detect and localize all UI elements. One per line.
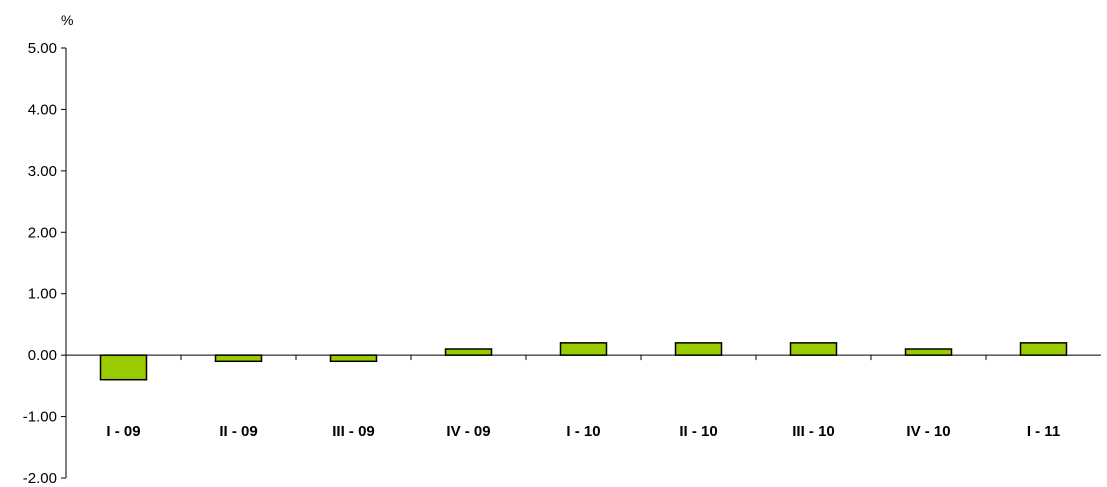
x-tick-label: I - 10	[566, 423, 600, 440]
category-labels: I - 09 II - 09 III - 09 IV - 09 I - 10 II - 1…	[106, 423, 1060, 440]
x-tick-label: III - 10	[792, 423, 835, 440]
y-tick-label: -1.00	[23, 409, 57, 426]
bar	[329, 354, 378, 363]
bar	[444, 348, 493, 356]
x-tick-label: II - 09	[219, 423, 257, 440]
bar	[559, 342, 608, 356]
y-tick-label: 0.00	[28, 347, 57, 364]
bars	[99, 342, 1068, 381]
x-tick-label: II - 10	[679, 423, 717, 440]
y-tick-label: 5.00	[28, 40, 57, 57]
y-tick-label: -2.00	[23, 470, 57, 487]
x-tick-label: III - 09	[332, 423, 375, 440]
y-tick-label: 1.00	[28, 286, 57, 303]
bar	[904, 348, 953, 356]
y-tick-label: 3.00	[28, 163, 57, 180]
x-axis-ticks	[180, 355, 987, 361]
y-axis-ticks: 5.00 4.00 3.00 2.00 1.00 0.00 -1.00 -2.00	[23, 40, 66, 487]
bar	[214, 354, 263, 363]
bar	[674, 342, 723, 356]
bar	[1019, 342, 1068, 356]
x-tick-label: I - 09	[106, 423, 140, 440]
x-tick-label: IV - 10	[906, 423, 950, 440]
bar	[99, 354, 148, 381]
y-tick-label: 4.00	[28, 101, 57, 118]
x-tick-label: IV - 09	[446, 423, 490, 440]
y-axis-unit-label: %	[61, 12, 73, 28]
y-tick-label: 2.00	[28, 224, 57, 241]
x-tick-label: I - 11	[1027, 423, 1060, 440]
bar	[789, 342, 838, 356]
